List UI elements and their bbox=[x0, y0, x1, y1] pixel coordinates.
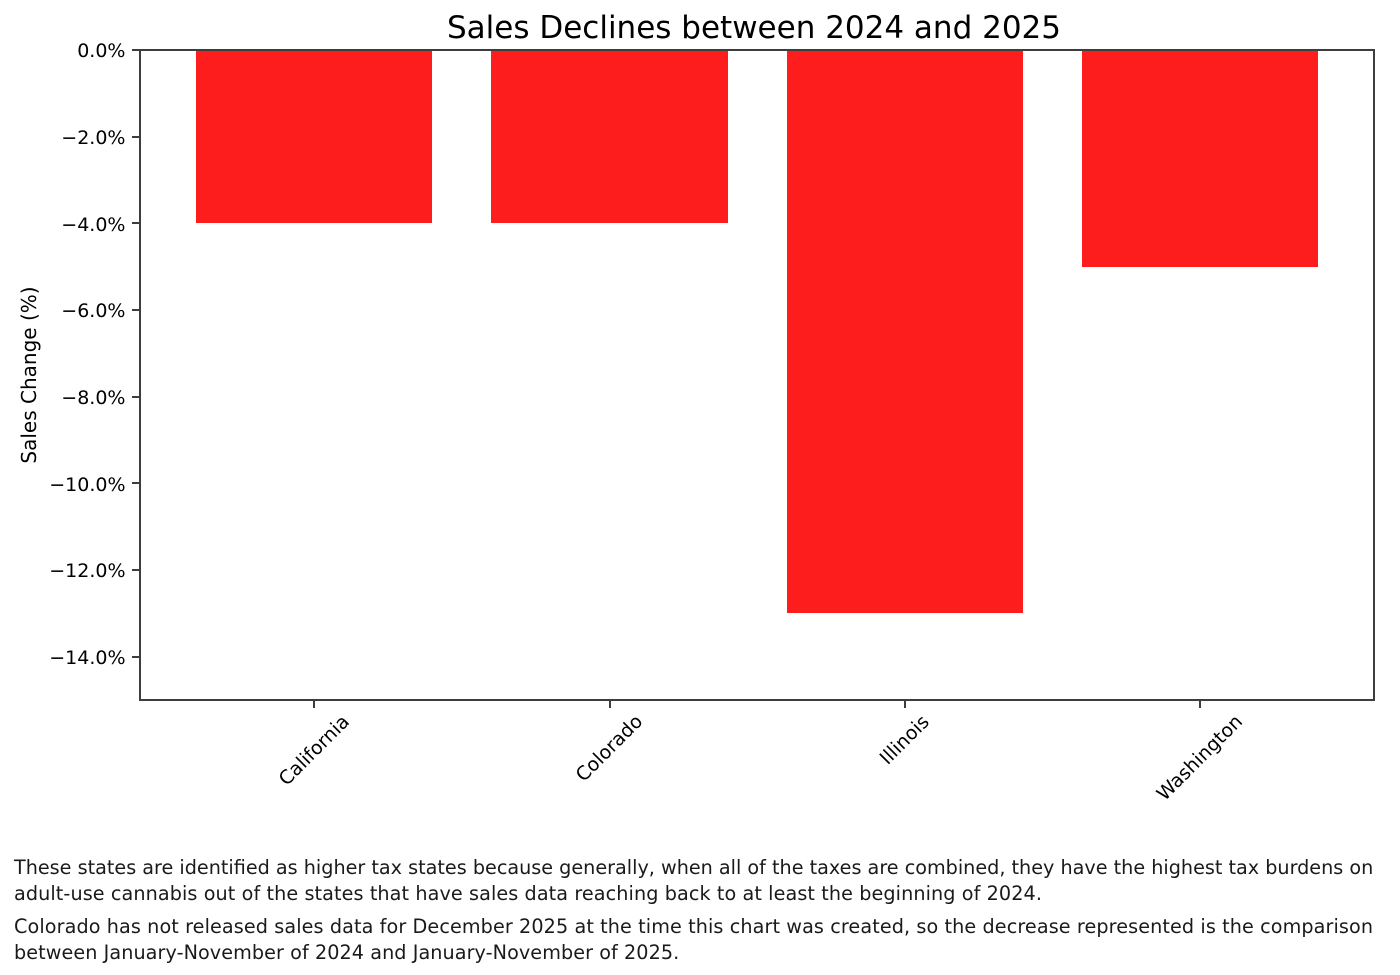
y-tick-label: −14.0% bbox=[49, 646, 126, 669]
footnote-1: These states are identified as higher ta… bbox=[14, 855, 1373, 907]
y-tick-mark bbox=[132, 569, 140, 571]
y-tick-label: 0.0% bbox=[77, 40, 126, 63]
y-tick-label: −12.0% bbox=[49, 560, 126, 583]
x-tick-mark bbox=[608, 701, 611, 708]
bar-washington bbox=[1082, 50, 1319, 267]
y-tick-mark bbox=[132, 222, 140, 225]
footnote-2: Colorado has not released sales data for… bbox=[14, 914, 1373, 966]
footnote-1-line-1: These states are identified as higher ta… bbox=[14, 856, 1374, 879]
x-tick-label-california: California bbox=[274, 710, 354, 790]
x-tick-mark bbox=[903, 701, 906, 708]
y-tick-mark bbox=[132, 395, 140, 398]
y-tick-label: −4.0% bbox=[61, 213, 126, 236]
y-axis-label: Sales Change (%) bbox=[17, 286, 41, 464]
y-tick-label: −6.0% bbox=[61, 300, 126, 323]
y-tick-label: −10.0% bbox=[49, 473, 126, 496]
x-tick-mark bbox=[313, 701, 316, 708]
bar-california bbox=[196, 50, 433, 224]
footnote-2-line-1: Colorado has not released sales data for… bbox=[14, 915, 1374, 938]
footnote-2-line-2: between January-November of 2024 and Jan… bbox=[14, 941, 680, 964]
y-tick-label: −8.0% bbox=[61, 386, 126, 409]
y-tick-mark bbox=[132, 135, 140, 138]
y-tick-label: −2.0% bbox=[61, 126, 126, 149]
y-tick-mark bbox=[132, 49, 140, 51]
y-tick-mark bbox=[132, 655, 140, 658]
chart-title: Sales Declines between 2024 and 2025 bbox=[446, 9, 1062, 46]
x-tick-label-illinois: Illinois bbox=[875, 710, 934, 769]
footnote-1-line-2: adult-use cannabis out of the states tha… bbox=[14, 882, 1043, 905]
bar-colorado bbox=[491, 50, 728, 224]
bar-illinois bbox=[786, 50, 1023, 614]
x-tick-label-colorado: Colorado bbox=[571, 710, 647, 787]
y-tick-mark bbox=[132, 309, 140, 311]
x-tick-mark bbox=[1199, 701, 1202, 708]
y-tick-mark bbox=[132, 482, 140, 485]
x-tick-label-washington: Washington bbox=[1152, 710, 1248, 806]
